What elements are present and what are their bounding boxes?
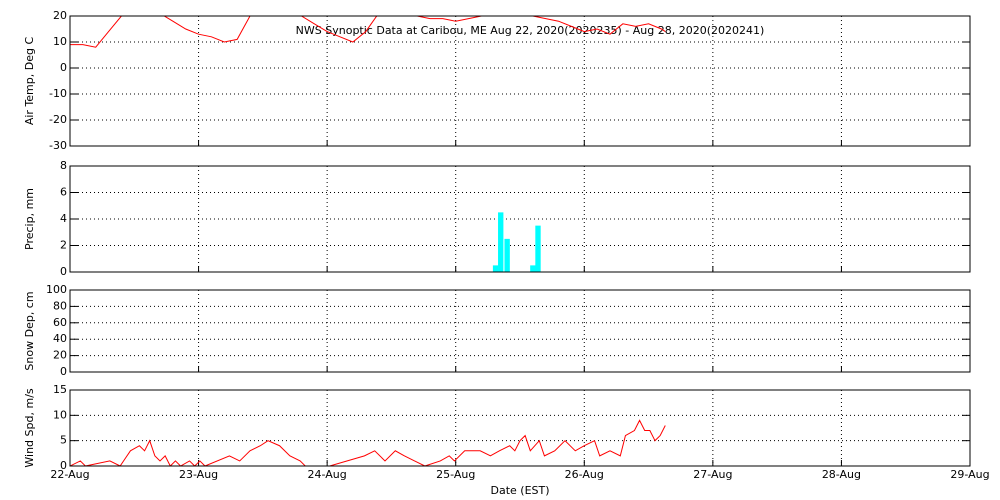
data-line xyxy=(70,419,666,466)
y-tick-label: 0 xyxy=(60,61,67,74)
y-tick-label: 15 xyxy=(53,383,67,396)
x-axis-label: Date (EST) xyxy=(490,484,549,497)
y-tick-label: -20 xyxy=(49,113,67,126)
bar xyxy=(492,265,499,272)
y-tick-label: 6 xyxy=(60,186,67,199)
chart-title: NWS Synoptic Data at Caribou, ME Aug 22,… xyxy=(296,24,765,37)
y-tick-label: 40 xyxy=(53,332,67,345)
y-tick-label: 10 xyxy=(53,35,67,48)
x-tick-label: 22-Aug xyxy=(50,468,89,481)
x-tick-label: 24-Aug xyxy=(308,468,347,481)
plot-area xyxy=(70,16,666,48)
panel-frame xyxy=(69,15,971,147)
x-tick-label: 25-Aug xyxy=(436,468,475,481)
bar xyxy=(504,238,510,272)
y-tick-label: 20 xyxy=(53,9,67,22)
y-tick-label: 10 xyxy=(53,408,67,421)
x-tick-label: 27-Aug xyxy=(693,468,732,481)
y-tick-label: -10 xyxy=(49,87,67,100)
y-tick-label: 5 xyxy=(60,434,67,447)
y-tick-label: 0 xyxy=(60,265,67,278)
y-tick-label: 8 xyxy=(60,159,67,172)
y-axis-label: Air Temp, Deg C xyxy=(23,37,36,126)
x-tick-label: 28-Aug xyxy=(822,468,861,481)
x-tick-label: 23-Aug xyxy=(179,468,218,481)
panel-frame xyxy=(69,289,971,373)
plot-area xyxy=(70,419,666,466)
panel-frame xyxy=(69,389,971,467)
y-tick-label: 2 xyxy=(60,239,67,252)
y-tick-label: 0 xyxy=(60,365,67,378)
y-tick-label: 20 xyxy=(53,349,67,362)
y-tick-label: 80 xyxy=(53,299,67,312)
x-tick-label: 29-Aug xyxy=(950,468,989,481)
y-tick-label: 4 xyxy=(60,212,67,225)
bar xyxy=(530,265,536,272)
y-tick-label: 0 xyxy=(60,459,67,472)
bar xyxy=(498,212,504,272)
y-axis-label: Snow Dep, cm xyxy=(23,291,36,370)
y-axis-label: Precip, mm xyxy=(23,188,36,250)
panel-frame xyxy=(69,165,971,273)
y-tick-label: -30 xyxy=(49,139,67,152)
y-tick-label: 100 xyxy=(46,283,67,296)
plot-area xyxy=(492,212,541,272)
x-tick-label: 26-Aug xyxy=(565,468,604,481)
y-axis-label: Wind Spd, m/s xyxy=(23,388,36,468)
y-tick-label: 60 xyxy=(53,316,67,329)
bar xyxy=(535,225,541,272)
data-line xyxy=(70,16,666,48)
